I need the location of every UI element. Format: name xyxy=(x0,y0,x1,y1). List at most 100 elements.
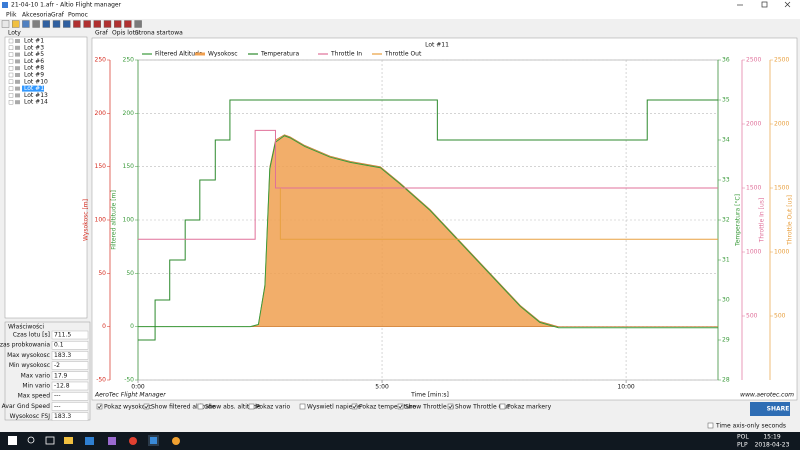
checkbox[interactable] xyxy=(447,403,454,410)
y-tick-label: 1000 xyxy=(746,249,761,256)
property-box xyxy=(51,402,89,411)
y-axis-label: Filtered altitude [m] xyxy=(111,190,118,250)
legend-label: Filtered Altitude xyxy=(155,51,203,58)
tab[interactable]: Strona startowa xyxy=(135,30,183,37)
menu-item[interactable]: Graf xyxy=(51,12,65,19)
tree-expander[interactable] xyxy=(8,93,14,98)
tab[interactable]: Graf xyxy=(95,30,109,37)
property-value: -2 xyxy=(54,362,60,369)
toolbar-button[interactable] xyxy=(73,20,81,28)
property-value: 0.1 xyxy=(54,342,64,349)
y-tick-label: 33 xyxy=(722,177,730,184)
x-axis-label: Time [min:s] xyxy=(410,392,449,399)
footer-left: AeroTec Flight Manager xyxy=(94,392,166,399)
toolbar-button[interactable] xyxy=(32,20,40,28)
time-axis-checkbox[interactable] xyxy=(707,422,714,429)
checkbox[interactable] xyxy=(96,403,103,410)
tree-expander[interactable] xyxy=(8,86,14,91)
tree-item[interactable]: Lot #5 xyxy=(24,51,44,58)
y-tick-label: 250 xyxy=(95,57,107,64)
tree-item[interactable]: Lot #9 xyxy=(24,72,44,79)
tree-icon xyxy=(15,59,20,64)
tree-expander[interactable] xyxy=(8,65,14,71)
toolbar-button[interactable] xyxy=(103,20,112,28)
y-tick-label: 29 xyxy=(722,337,730,344)
line xyxy=(138,135,718,329)
tab[interactable]: Opis lotu xyxy=(112,30,139,37)
tree-expander[interactable] xyxy=(8,59,14,64)
toolbar-button[interactable] xyxy=(113,20,122,28)
tree-expander[interactable] xyxy=(8,38,14,44)
share-label[interactable]: SHARE xyxy=(767,406,790,413)
properties-title: Właściwości xyxy=(8,324,44,331)
tree-item[interactable]: Lot #1 xyxy=(24,38,44,45)
tree-item[interactable]: Lot #13 xyxy=(24,92,48,99)
y-tick-label: 34 xyxy=(722,137,730,144)
toolbar-button[interactable] xyxy=(134,20,142,28)
toolbar-button[interactable] xyxy=(83,20,91,28)
checkmark xyxy=(97,404,102,409)
menu-item[interactable]: Akcesoria xyxy=(22,12,52,19)
y-tick-label: -50 xyxy=(96,377,106,384)
toolbar-button[interactable] xyxy=(93,20,102,28)
property-box xyxy=(51,371,89,380)
y-tick-label: 0 xyxy=(102,323,106,330)
legend-label: Temperatura xyxy=(260,51,299,58)
tree-item[interactable]: Lot #8 xyxy=(24,65,44,72)
property-label: Czas lotu [s] xyxy=(13,332,50,339)
y-tick-label: 50 xyxy=(98,270,106,277)
tree-item[interactable]: Lot #11 xyxy=(24,85,48,92)
toolbar-button[interactable] xyxy=(11,20,20,28)
toolbar-button[interactable] xyxy=(42,20,50,28)
x-tick-label: 0:00 xyxy=(131,384,145,391)
legend-label: Throttle Out xyxy=(384,51,422,58)
checkbox[interactable] xyxy=(299,403,306,410)
checkbox[interactable] xyxy=(248,403,255,410)
y-tick-label: 2000 xyxy=(746,121,761,128)
tree-expander[interactable] xyxy=(8,99,14,105)
menu-item[interactable]: Plik xyxy=(6,12,17,19)
checkbox[interactable] xyxy=(143,403,150,410)
share-button[interactable] xyxy=(750,402,790,416)
y-tick-label: 150 xyxy=(123,163,135,170)
menu-item[interactable]: Pomoc xyxy=(68,12,88,19)
y-tick-label: 2500 xyxy=(746,57,761,64)
toolbar-button[interactable] xyxy=(52,20,61,28)
y-tick-label: 35 xyxy=(722,97,730,104)
toolbar-button[interactable] xyxy=(1,20,10,28)
checkbox-label: Show abs. altitude xyxy=(205,404,261,411)
tree-item[interactable]: Lot #6 xyxy=(24,58,44,65)
tree-expander[interactable] xyxy=(8,45,14,50)
toolbar-button[interactable] xyxy=(124,20,132,28)
line xyxy=(138,99,718,341)
checkbox[interactable] xyxy=(499,403,506,410)
checkbox[interactable] xyxy=(197,403,204,410)
tree-item[interactable]: Lot #10 xyxy=(24,78,48,85)
property-label: Max speed xyxy=(18,393,51,400)
y-tick-label: 31 xyxy=(722,257,730,264)
tree-expander[interactable] xyxy=(8,72,14,78)
checkbox[interactable] xyxy=(351,403,358,410)
tree-expander[interactable] xyxy=(8,79,14,85)
app-icon xyxy=(2,2,8,8)
menu: Plik Akcesoria Graf Pomoc xyxy=(6,12,88,19)
property-label: Czas probkowania xyxy=(0,342,50,349)
selected-row xyxy=(22,85,44,92)
toolbar-button[interactable] xyxy=(22,20,30,28)
property-box xyxy=(51,381,89,391)
tree-item[interactable]: Lot #3 xyxy=(24,44,44,51)
checkbox[interactable] xyxy=(397,403,404,410)
tree-item[interactable]: Lot #14 xyxy=(24,99,48,106)
checkbox-label: Show filtered altitude xyxy=(151,404,216,411)
tree-expander[interactable] xyxy=(8,52,14,57)
property-label: Min wysokosc xyxy=(9,362,50,369)
window-controls[interactable] xyxy=(737,1,791,8)
property-value: 183.3 xyxy=(54,352,71,359)
y-tick-label: 2000 xyxy=(774,121,789,128)
toolbar-button[interactable] xyxy=(63,20,71,28)
y-tick-label: -50 xyxy=(124,377,134,384)
